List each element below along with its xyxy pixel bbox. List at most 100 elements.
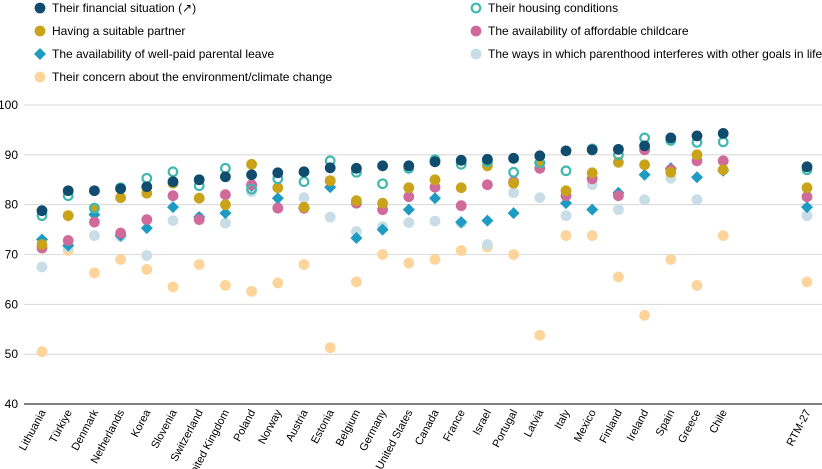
legend-label: Having a suitable partner bbox=[52, 24, 185, 38]
point-the-availability-of-affordable-childcare-israel bbox=[482, 179, 493, 191]
point-having-a-suitable-partner-spain bbox=[665, 166, 677, 178]
point-their-financial-situation-t-rkiye bbox=[62, 185, 74, 197]
point-their-housing-conditions-germany bbox=[377, 178, 389, 190]
point-the-availability-of-well-paid-parental-leave-korea bbox=[140, 222, 153, 235]
x-tick-label-portugal: Portugal bbox=[490, 408, 520, 450]
point-their-financial-situation-rtm-27 bbox=[801, 161, 813, 173]
legend-item-their-financial-situation: Their financial situation (↗) bbox=[34, 1, 196, 15]
point-their-financial-situation-portugal bbox=[508, 152, 519, 164]
point-their-concern-about-the-environment-climate-change-austria bbox=[298, 259, 310, 270]
point-having-a-suitable-partner-estonia bbox=[324, 175, 336, 187]
point-having-a-suitable-partner-chile bbox=[717, 164, 729, 176]
point-the-availability-of-well-paid-parental-leave-belgium bbox=[350, 232, 363, 245]
point-the-availability-of-affordable-childcare-united-states bbox=[403, 191, 415, 203]
point-their-concern-about-the-environment-climate-change-ireland bbox=[639, 309, 650, 321]
point-their-housing-conditions-austria bbox=[298, 176, 310, 188]
point-having-a-suitable-partner-finland bbox=[613, 156, 624, 168]
point-having-a-suitable-partner-greece bbox=[691, 149, 703, 161]
point-their-financial-situation-united-kingdom bbox=[220, 171, 231, 183]
y-tick-label: 40 bbox=[5, 397, 19, 411]
point-their-financial-situation-slovenia bbox=[167, 176, 179, 188]
point-the-ways-in-which-parenthood-interferes-with-other-goals-in-life-denmark bbox=[89, 230, 100, 241]
point-having-a-suitable-partner-t-rkiye bbox=[62, 210, 74, 222]
gridlines bbox=[24, 104, 822, 405]
point-having-a-suitable-partner-ireland bbox=[639, 159, 650, 171]
point-the-availability-of-well-paid-parental-leave-norway bbox=[271, 192, 284, 205]
legend-marker-their-financial-situation bbox=[34, 2, 46, 14]
legend-item-their-housing-conditions: Their housing conditions bbox=[470, 1, 618, 15]
point-having-a-suitable-partner-austria bbox=[298, 201, 310, 213]
point-their-concern-about-the-environment-climate-change-canada bbox=[429, 254, 441, 265]
legend-item-the-ways-in-which-parenthood-interferes-with-other-goals-in-life: The ways in which parenthood interferes … bbox=[470, 47, 822, 61]
point-their-financial-situation-denmark bbox=[89, 185, 100, 197]
point-their-concern-about-the-environment-climate-change-finland bbox=[613, 271, 624, 283]
point-the-availability-of-well-paid-parental-leave-greece bbox=[691, 171, 703, 184]
point-their-financial-situation-korea bbox=[141, 181, 153, 193]
legend-item-their-concern-about-the-environment-climate-change: Their concern about the environment/clim… bbox=[34, 70, 332, 84]
point-their-concern-about-the-environment-climate-change-switzerland bbox=[193, 259, 205, 270]
point-their-financial-situation-canada bbox=[429, 156, 441, 168]
x-tick-label-france: France bbox=[441, 408, 468, 444]
legend-label: The availability of well-paid parental l… bbox=[52, 47, 274, 61]
y-tick-label: 50 bbox=[5, 347, 19, 361]
point-the-availability-of-well-paid-parental-leave-mexico bbox=[586, 203, 599, 216]
x-tick-label-italy: Italy bbox=[553, 407, 573, 431]
point-having-a-suitable-partner-canada bbox=[429, 174, 441, 186]
point-having-a-suitable-partner-lithuania bbox=[36, 239, 48, 250]
point-their-concern-about-the-environment-climate-change-rtm-27 bbox=[801, 276, 813, 288]
point-their-housing-conditions-korea bbox=[141, 172, 153, 184]
point-their-concern-about-the-environment-climate-change-lithuania bbox=[36, 346, 48, 358]
point-the-ways-in-which-parenthood-interferes-with-other-goals-in-life-greece bbox=[691, 194, 703, 206]
x-tick-label-ireland: Ireland bbox=[625, 408, 651, 443]
point-the-ways-in-which-parenthood-interferes-with-other-goals-in-life-slovenia bbox=[167, 215, 179, 227]
point-their-financial-situation-spain bbox=[665, 132, 677, 144]
legend-marker-having-a-suitable-partner bbox=[34, 25, 46, 37]
point-the-ways-in-which-parenthood-interferes-with-other-goals-in-life-austria bbox=[298, 192, 310, 204]
point-having-a-suitable-partner-united-states bbox=[403, 182, 415, 194]
point-their-concern-about-the-environment-climate-change-denmark bbox=[89, 267, 100, 279]
legend-marker-their-housing-conditions bbox=[470, 2, 482, 14]
y-tick-label: 90 bbox=[5, 148, 19, 162]
point-their-concern-about-the-environment-climate-change-italy bbox=[560, 230, 572, 241]
point-their-concern-about-the-environment-climate-change-chile bbox=[717, 230, 729, 241]
x-tick-label-rtm-27: RTM-27 bbox=[784, 408, 813, 449]
point-their-concern-about-the-environment-climate-change-estonia bbox=[324, 342, 336, 354]
x-tick-label-spain: Spain bbox=[654, 408, 678, 438]
point-the-availability-of-affordable-childcare-canada bbox=[429, 181, 441, 193]
point-their-financial-situation-ireland bbox=[639, 140, 650, 152]
y-tick-label: 100 bbox=[0, 98, 18, 112]
point-the-ways-in-which-parenthood-interferes-with-other-goals-in-life-italy bbox=[560, 210, 572, 222]
x-tick-label-t-rkiye: Türkiye bbox=[47, 408, 75, 445]
point-the-availability-of-well-paid-parental-leave-united-kingdom bbox=[219, 207, 232, 220]
point-having-a-suitable-partner-germany bbox=[377, 197, 388, 209]
point-their-financial-situation-switzerland bbox=[193, 174, 205, 186]
point-the-availability-of-affordable-childcare-slovenia bbox=[167, 190, 179, 202]
point-their-concern-about-the-environment-climate-change-netherlands bbox=[115, 254, 126, 265]
point-having-a-suitable-partner-france bbox=[455, 182, 467, 194]
legend-marker-the-ways-in-which-parenthood-interferes-with-other-goals-in-life bbox=[470, 48, 482, 60]
point-the-availability-of-well-paid-parental-leave-portugal bbox=[507, 207, 520, 220]
point-having-a-suitable-partner-rtm-27 bbox=[801, 182, 813, 194]
legend-marker-the-availability-of-affordable-childcare bbox=[470, 25, 482, 37]
point-having-a-suitable-partner-switzerland bbox=[193, 192, 205, 204]
point-having-a-suitable-partner-belgium bbox=[351, 195, 362, 207]
point-their-concern-about-the-environment-climate-change-latvia bbox=[534, 329, 546, 341]
point-their-housing-conditions-poland bbox=[246, 183, 258, 195]
legend-label: The ways in which parenthood interferes … bbox=[488, 47, 822, 61]
point-their-concern-about-the-environment-climate-change-belgium bbox=[351, 276, 362, 288]
point-their-financial-situation-austria bbox=[298, 166, 310, 178]
point-the-ways-in-which-parenthood-interferes-with-other-goals-in-life-finland bbox=[613, 204, 624, 216]
legend-marker-the-availability-of-well-paid-parental-leave bbox=[34, 48, 46, 60]
point-having-a-suitable-partner-mexico bbox=[586, 167, 598, 179]
point-the-ways-in-which-parenthood-interferes-with-other-goals-in-life-belgium bbox=[351, 226, 362, 237]
point-having-a-suitable-partner-united-kingdom bbox=[220, 199, 231, 211]
data-points bbox=[36, 128, 813, 358]
legend: Their financial situation (↗) Their housi… bbox=[34, 1, 822, 84]
point-the-availability-of-well-paid-parental-leave-france bbox=[455, 216, 468, 229]
x-tick-label-greece: Greece bbox=[676, 408, 704, 445]
point-their-financial-situation-lithuania bbox=[36, 205, 48, 217]
point-having-a-suitable-partner-italy bbox=[560, 185, 572, 197]
y-tick-label: 80 bbox=[5, 198, 19, 212]
y-axis: 40 50 60 70 80 90 100 bbox=[0, 98, 18, 411]
